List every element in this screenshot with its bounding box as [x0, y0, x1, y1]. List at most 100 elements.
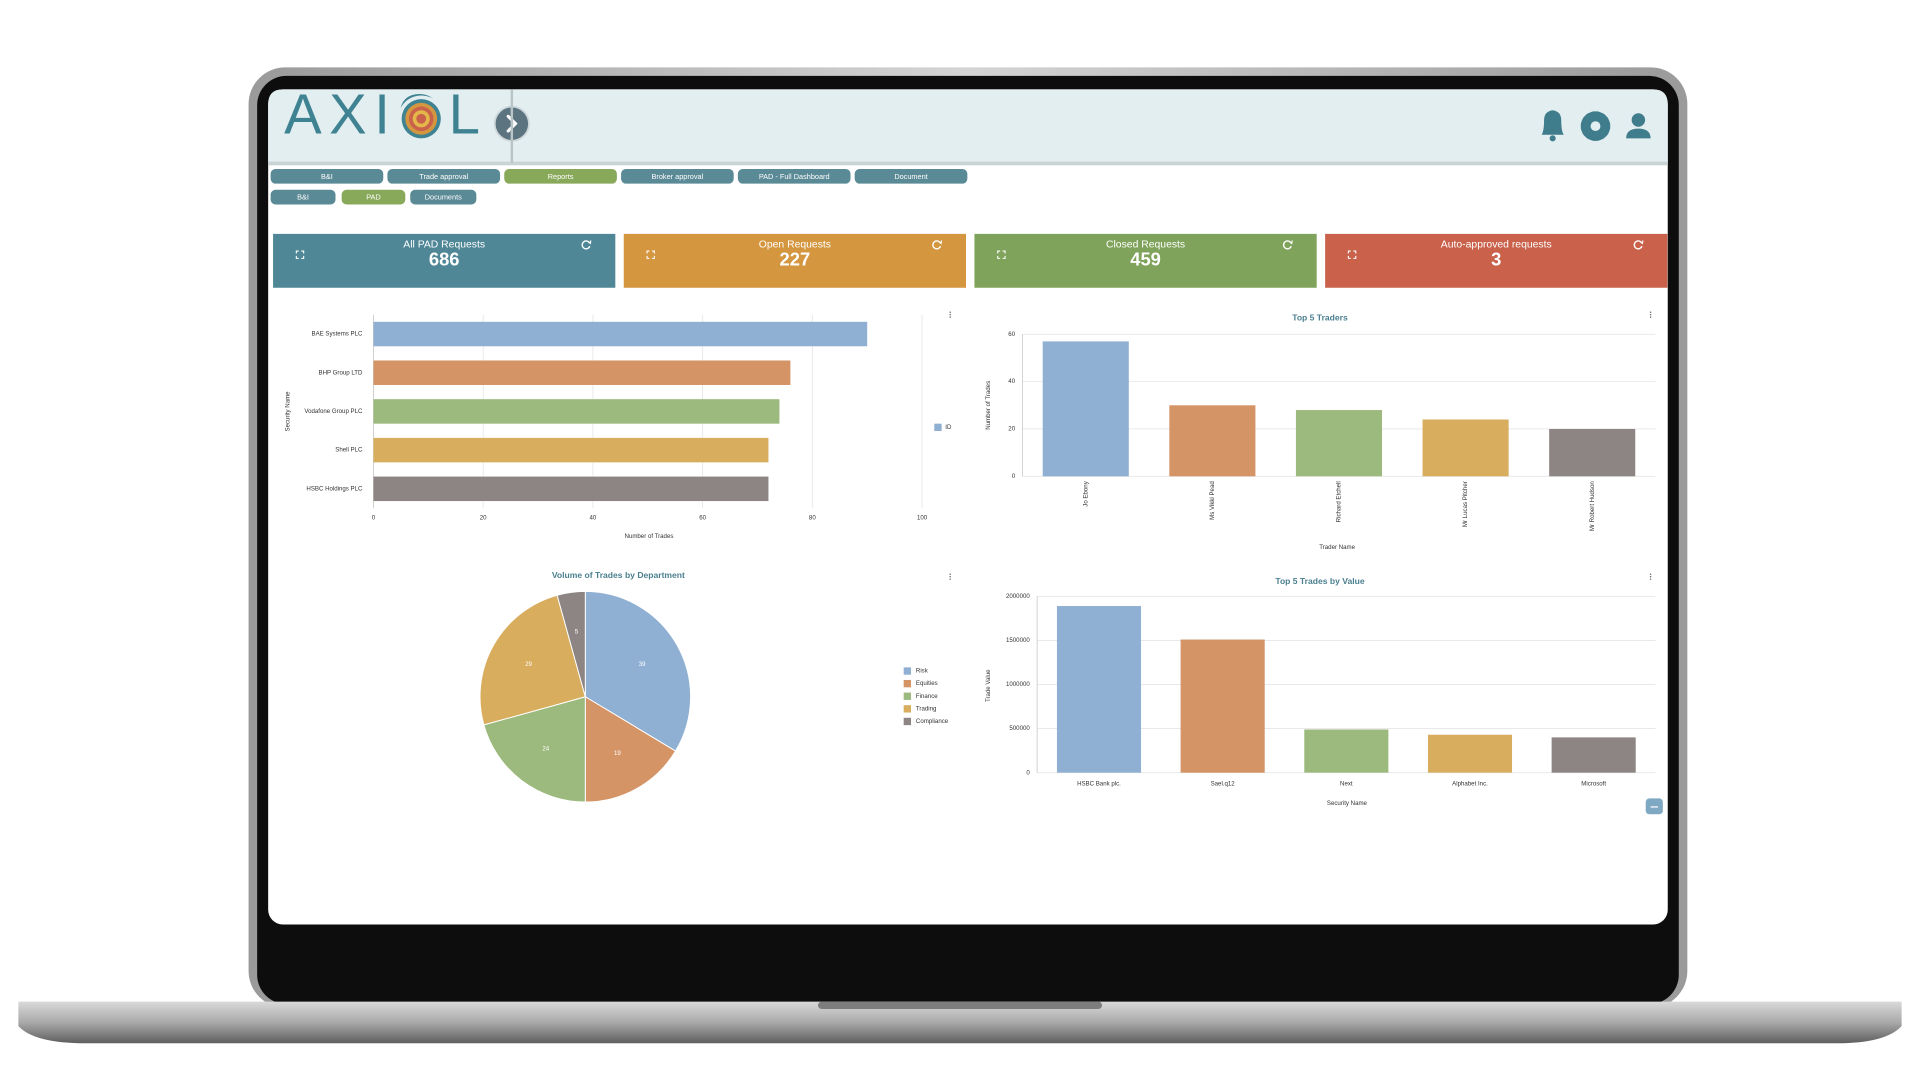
nav-button[interactable] — [504, 168, 617, 184]
nav-button[interactable] — [621, 168, 734, 184]
menu-dot[interactable] — [1649, 576, 1652, 578]
kpi-background — [974, 233, 1317, 288]
toggle-divider — [510, 89, 514, 163]
nav-button[interactable] — [270, 189, 336, 205]
nav-button[interactable] — [341, 189, 406, 205]
legend-label: ID — [945, 424, 952, 431]
kpi-background — [273, 233, 616, 288]
bell-clapper[interactable] — [1549, 135, 1556, 142]
gear-hole[interactable] — [1590, 121, 1601, 132]
legend-label: Equities — [916, 680, 938, 687]
chart-menu[interactable] — [949, 311, 951, 318]
user-head[interactable] — [1631, 113, 1646, 127]
expand-icon[interactable] — [295, 250, 305, 259]
bar — [1551, 737, 1636, 773]
y-axis-label: Security Name — [284, 391, 291, 432]
menu-dot[interactable] — [949, 311, 951, 313]
legend-label: Risk — [916, 668, 929, 675]
kpi-background — [1325, 233, 1668, 288]
chart-menu[interactable] — [1649, 311, 1652, 318]
y-tick-label: HSBC Holdings PLC — [306, 485, 363, 492]
x-tick-label: HSBC Bank plc. — [1077, 780, 1121, 787]
nav-label[interactable]: Documents — [425, 193, 462, 202]
y-tick-label: Vodafone Group PLC — [304, 408, 363, 415]
x-tick-label: Next — [1340, 780, 1353, 787]
nav-label[interactable]: Broker approval — [652, 172, 704, 181]
nav-label[interactable]: B&I — [321, 172, 333, 181]
notifications-icon[interactable] — [1541, 110, 1564, 142]
bar — [1427, 734, 1513, 773]
expand-icon[interactable] — [1347, 250, 1357, 259]
header-divider — [268, 161, 1668, 166]
bell-body[interactable] — [1541, 110, 1564, 135]
menu-dot[interactable] — [949, 576, 951, 578]
slice-label: 29 — [525, 661, 532, 668]
nav-button[interactable] — [270, 168, 384, 184]
x-axis-label: Trader Name — [1319, 544, 1355, 551]
x-axis-label: Number of Trades — [625, 533, 674, 540]
nav-button[interactable] — [737, 168, 851, 184]
chart-panel: Volume of Trades by Department 39 19 24 29 5 R… — [479, 570, 951, 803]
settings-icon[interactable] — [1580, 111, 1611, 141]
kpi-label: Closed Requests — [1106, 240, 1185, 251]
pie-slice — [556, 590, 586, 697]
menu-dot[interactable] — [949, 316, 951, 318]
legend-swatch — [903, 667, 912, 675]
nav-button[interactable] — [410, 189, 477, 205]
profile-icon[interactable] — [1626, 113, 1651, 139]
chart-title: Top 5 Traders — [1292, 313, 1348, 323]
refresh-arrow[interactable] — [587, 240, 592, 245]
bar — [1304, 729, 1389, 773]
y-tick-label: 1000000 — [1006, 681, 1030, 688]
pie-slice — [584, 590, 692, 752]
menu-dot[interactable] — [1649, 573, 1652, 576]
bar — [373, 360, 791, 385]
nav-button[interactable] — [387, 168, 501, 184]
legend-label: Compliance — [916, 718, 949, 725]
x-tick-label: Jo Ebony — [1082, 480, 1089, 506]
menu-dot[interactable] — [1649, 578, 1652, 580]
nav-label[interactable]: B&I — [297, 193, 309, 202]
user-body[interactable] — [1626, 128, 1651, 139]
pie-slice — [479, 594, 586, 726]
menu-dot[interactable] — [949, 578, 951, 580]
menu-dot[interactable] — [1649, 316, 1652, 318]
expand-icon[interactable] — [997, 250, 1006, 259]
menu-dot[interactable] — [1649, 311, 1652, 313]
x-axis-label: Security Name — [1327, 800, 1368, 807]
nav-label[interactable]: PAD - Full Dashboard — [759, 172, 830, 181]
x-tick-label: 80 — [809, 515, 816, 522]
menu-dot[interactable] — [1649, 313, 1652, 316]
refresh-arrow[interactable] — [938, 240, 943, 245]
chart-title: Volume of Trades by Department — [552, 570, 685, 580]
nav-label[interactable]: Document — [894, 172, 927, 181]
x-tick-label: Mr Robert Hudson — [1589, 481, 1596, 531]
kpi-value: 686 — [429, 249, 460, 270]
x-tick-label: 60 — [699, 515, 706, 522]
y-tick-label: 20 — [1008, 426, 1015, 433]
refresh-arrow[interactable] — [1288, 240, 1293, 245]
slice-label: 39 — [639, 661, 646, 668]
refresh-arrow[interactable] — [1639, 240, 1644, 245]
bar — [1042, 341, 1129, 477]
logo-ring — [416, 113, 427, 124]
kpi-label: Open Requests — [759, 240, 831, 251]
menu-dot[interactable] — [949, 313, 951, 316]
base-notch — [817, 1001, 1103, 1009]
chart-menu[interactable] — [1649, 573, 1652, 580]
nav-button[interactable] — [854, 168, 968, 184]
x-tick-label: Richard Etchell — [1336, 481, 1343, 522]
bar — [373, 399, 780, 424]
chart-menu[interactable] — [949, 573, 951, 580]
nav-label[interactable]: Trade approval — [419, 172, 468, 181]
logo: AXIOL — [284, 83, 480, 146]
nav-label[interactable]: PAD — [366, 193, 381, 202]
laptop-base — [18, 1001, 1902, 1044]
chart-panel: Top 5 Traders 0 20 40 60 Jo Ebony Ms Vikki Pea… — [985, 311, 1656, 551]
bar — [1422, 419, 1509, 477]
slice-label: 19 — [614, 750, 621, 757]
nav-label[interactable]: Reports — [548, 172, 574, 181]
menu-dot[interactable] — [949, 573, 951, 576]
expand-icon[interactable] — [646, 250, 655, 259]
